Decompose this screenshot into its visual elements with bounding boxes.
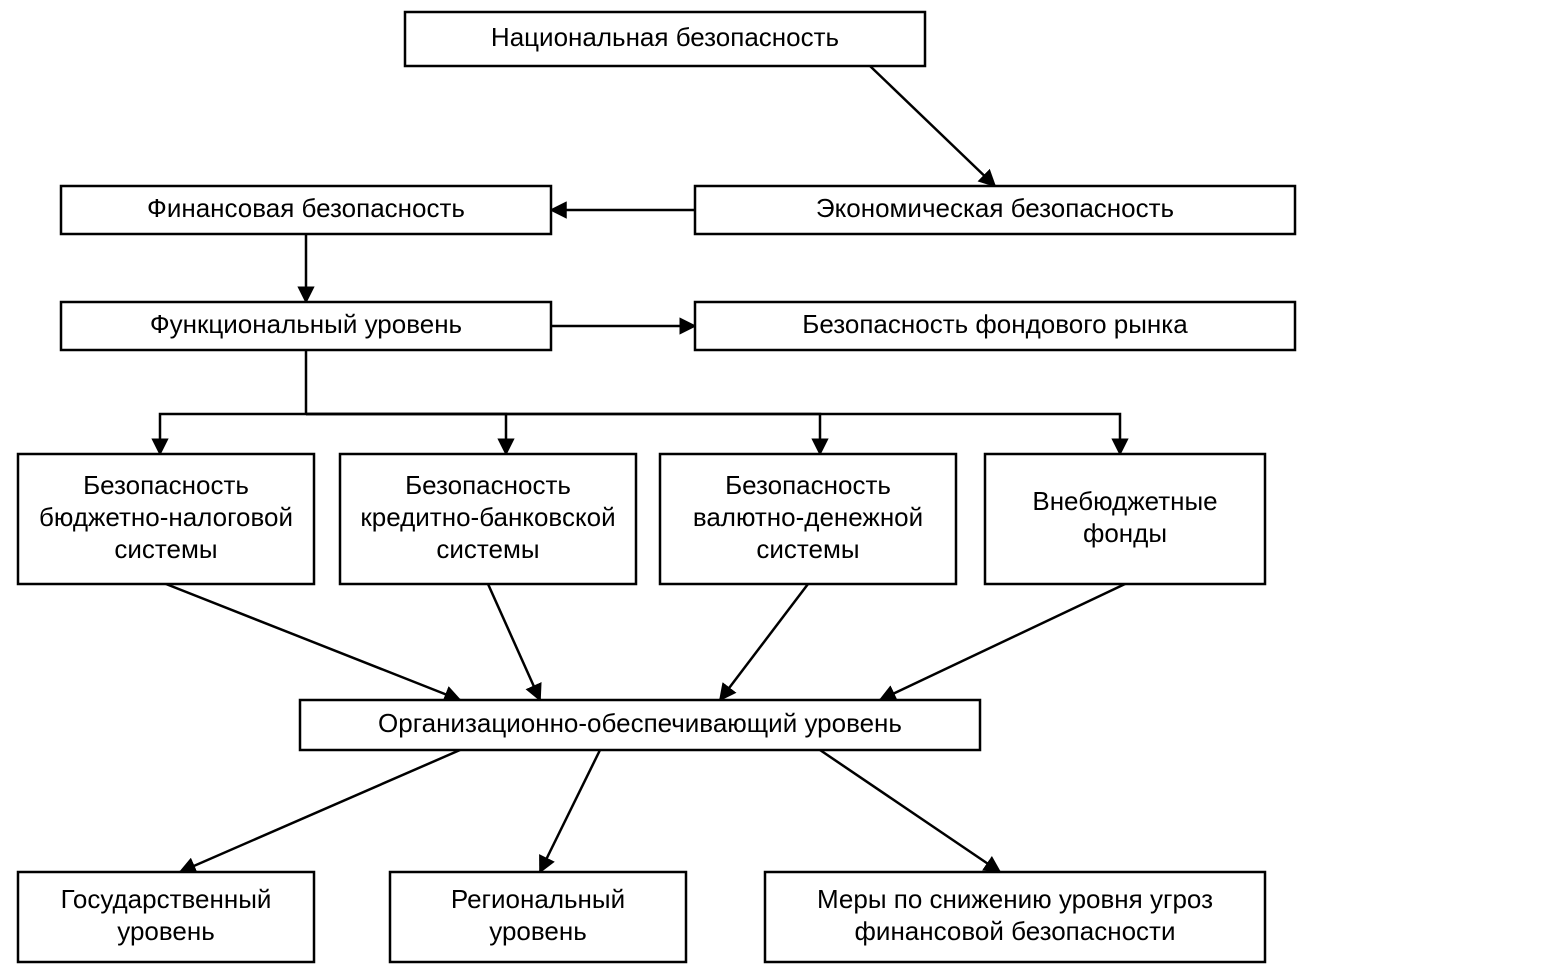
node-label-n13-line1: финансовой безопасности xyxy=(855,916,1176,946)
node-label-n1-line0: Национальная безопасность xyxy=(491,22,839,52)
node-n7: Безопасностькредитно-банковскойсистемы xyxy=(340,454,636,584)
node-label-n8-line0: Безопасность xyxy=(725,470,891,500)
node-label-n7-line0: Безопасность xyxy=(405,470,571,500)
node-label-n6-line1: бюджетно-налоговой xyxy=(39,502,293,532)
node-label-n13-line0: Меры по снижению уровня угроз xyxy=(817,884,1213,914)
node-label-n11-line1: уровень xyxy=(117,916,215,946)
node-n3: Экономическая безопасность xyxy=(695,186,1295,234)
edge-n10-n11 xyxy=(180,750,460,872)
edge-n4-n9 xyxy=(306,414,1120,454)
node-label-n8-line1: валютно-денежной xyxy=(693,502,923,532)
node-label-n10-line0: Организационно-обеспечивающий уровень xyxy=(378,708,902,738)
node-n13: Меры по снижению уровня угрозфинансовой … xyxy=(765,872,1265,962)
node-label-n4-line0: Функциональный уровень xyxy=(150,309,462,339)
node-n1: Национальная безопасность xyxy=(405,12,925,66)
node-label-n8-line2: системы xyxy=(756,534,859,564)
edge-n6-n10 xyxy=(166,584,460,700)
node-n10: Организационно-обеспечивающий уровень xyxy=(300,700,980,750)
node-n6: Безопасностьбюджетно-налоговойсистемы xyxy=(18,454,314,584)
node-label-n7-line1: кредитно-банковской xyxy=(360,502,615,532)
node-label-n12-line1: уровень xyxy=(489,916,587,946)
edge-n1-n3 xyxy=(870,66,995,186)
node-label-n12-line0: Региональный xyxy=(451,884,625,914)
node-label-n7-line2: системы xyxy=(436,534,539,564)
edge-n4-n8 xyxy=(306,414,820,454)
node-n12: Региональныйуровень xyxy=(390,872,686,962)
node-n11: Государственныйуровень xyxy=(18,872,314,962)
edge-n4-n7 xyxy=(306,414,506,454)
edge-n8-n10 xyxy=(720,584,808,700)
node-label-n9-line1: фонды xyxy=(1083,518,1167,548)
edge-n7-n10 xyxy=(488,584,540,700)
node-n2: Финансовая безопасность xyxy=(61,186,551,234)
node-n9: Внебюджетныефонды xyxy=(985,454,1265,584)
node-label-n9-line0: Внебюджетные xyxy=(1032,486,1217,516)
node-label-n2-line0: Финансовая безопасность xyxy=(147,193,465,223)
flowchart-canvas: Национальная безопасность Финансовая безо… xyxy=(0,0,1543,976)
node-n4: Функциональный уровень xyxy=(61,302,551,350)
nodes-group: Национальная безопасность Финансовая безо… xyxy=(18,12,1295,962)
edge-n10-n12 xyxy=(540,750,600,872)
node-label-n5-line0: Безопасность фондового рынка xyxy=(802,309,1188,339)
node-label-n6-line2: системы xyxy=(114,534,217,564)
edge-n10-n13 xyxy=(820,750,1000,872)
node-label-n6-line0: Безопасность xyxy=(83,470,249,500)
edge-n9-n10 xyxy=(880,584,1125,700)
node-n8: Безопасностьвалютно-денежнойсистемы xyxy=(660,454,956,584)
node-label-n11-line0: Государственный xyxy=(61,884,272,914)
edge-n4-n6 xyxy=(160,350,306,454)
node-n5: Безопасность фондового рынка xyxy=(695,302,1295,350)
node-label-n3-line0: Экономическая безопасность xyxy=(816,193,1174,223)
